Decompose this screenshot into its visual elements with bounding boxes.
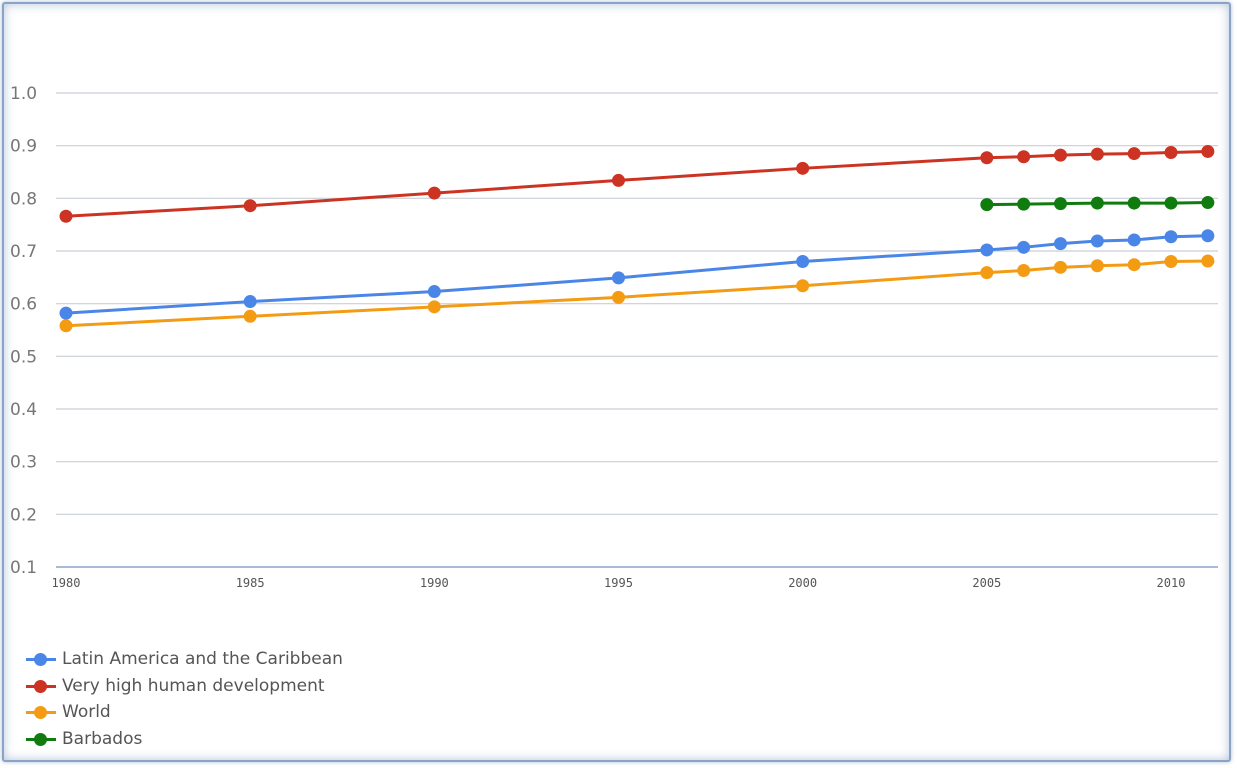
data-point[interactable] [1164,146,1178,160]
data-point[interactable] [612,173,625,187]
data-point[interactable] [1054,197,1067,211]
data-point[interactable] [1127,233,1141,247]
data-point[interactable] [1201,144,1215,158]
x-axis: 1980 1985 1990 1995 2000 2005 2010 [52,566,1218,590]
data-point[interactable] [59,319,73,333]
y-tick-label: 0.8 [10,189,37,209]
data-point[interactable] [1090,259,1104,273]
data-point[interactable] [1164,255,1178,269]
y-tick-label: 1.0 [10,84,37,104]
data-point[interactable] [980,198,994,212]
data-point[interactable] [1017,240,1031,254]
data-point[interactable] [243,309,257,323]
y-tick-label: 0.7 [10,242,37,262]
data-point[interactable] [612,290,625,304]
series-barbados [980,196,1215,212]
legend-swatch-icon [26,679,56,693]
gridlines [56,92,1218,515]
x-tick-label: 2010 [1157,576,1186,590]
legend-label: World [62,702,111,723]
data-point[interactable] [1090,196,1104,210]
x-tick-label: 1980 [52,576,81,590]
data-point[interactable] [1127,147,1141,161]
x-tick-label: 1995 [604,576,633,590]
data-point[interactable] [1090,234,1104,248]
data-point[interactable] [980,266,994,280]
data-point[interactable] [59,306,73,320]
data-point[interactable] [427,300,441,314]
legend: Latin America and the Caribbean Very high… [26,646,343,752]
data-point[interactable] [980,151,994,165]
legend-item[interactable]: World [26,699,343,726]
data-point[interactable] [1017,150,1031,164]
legend-swatch-icon [26,652,56,667]
data-point[interactable] [1201,254,1215,268]
data-point[interactable] [59,209,73,223]
data-point[interactable] [1017,263,1031,277]
y-axis-labels: 1.0 0.9 0.8 0.7 0.6 0.5 0.4 0.3 0.2 0.1 [10,84,37,578]
y-tick-label: 0.9 [10,137,37,157]
x-tick-label: 1985 [236,576,265,590]
data-point[interactable] [1164,230,1178,244]
data-point[interactable] [1054,148,1067,162]
data-point[interactable] [1127,196,1141,210]
data-point[interactable] [1054,237,1067,251]
legend-swatch-icon [26,705,56,720]
legend-item[interactable]: Barbados [26,726,343,753]
y-tick-label: 0.4 [10,400,37,420]
series-latin-america-and-the-caribbean [59,229,1215,320]
y-tick-label: 0.2 [10,505,37,525]
legend-label: Latin America and the Caribbean [62,649,343,670]
series-very-high-human-development [59,144,1215,223]
data-point[interactable] [1201,196,1215,210]
series-lines [59,144,1215,333]
series-line [65,259,1208,328]
y-tick-label: 0.3 [10,453,37,473]
data-point[interactable] [980,243,994,257]
data-point[interactable] [427,285,441,299]
legend-swatch-icon [26,732,56,746]
data-point[interactable] [796,161,810,175]
data-point[interactable] [796,255,810,269]
legend-item[interactable]: Very high human development [26,673,343,700]
data-point[interactable] [243,295,257,309]
series-line [65,234,1208,315]
data-point[interactable] [1054,260,1067,274]
data-point[interactable] [243,199,257,213]
data-point[interactable] [1201,229,1215,243]
data-point[interactable] [1164,196,1178,210]
x-tick-label: 1990 [420,576,449,590]
y-tick-label: 0.5 [10,347,37,367]
legend-item[interactable]: Latin America and the Caribbean [26,646,343,673]
y-tick-label: 0.6 [10,295,37,315]
x-tick-label: 2000 [788,576,817,590]
y-tick-label: 0.1 [10,558,37,578]
data-point[interactable] [796,279,810,293]
data-point[interactable] [612,271,625,285]
data-point[interactable] [1017,197,1031,211]
data-point[interactable] [1127,258,1141,272]
data-point[interactable] [1090,147,1104,161]
legend-label: Barbados [62,728,143,749]
series-world [59,254,1215,333]
legend-label: Very high human development [62,675,325,696]
x-tick-label: 2005 [972,576,1001,590]
data-point[interactable] [427,186,441,200]
series-line [65,149,1208,218]
